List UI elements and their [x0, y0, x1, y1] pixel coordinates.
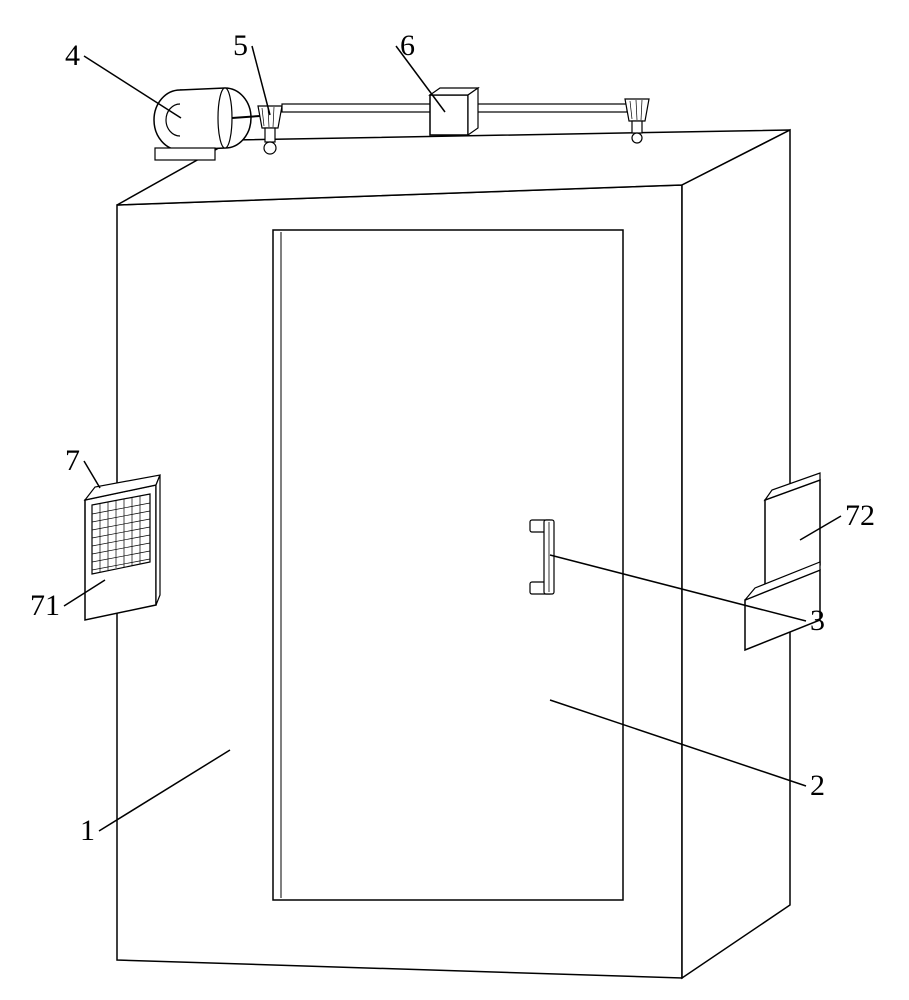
label-4: 4: [65, 39, 80, 72]
label-1: 1: [80, 814, 95, 847]
leader-5: [252, 46, 270, 115]
cabinet-door: [273, 230, 623, 900]
label-72: 72: [845, 499, 875, 532]
label-2: 2: [810, 769, 825, 802]
label-7: 7: [65, 444, 80, 477]
label-6: 6: [400, 29, 415, 62]
bearing-block: [430, 88, 478, 135]
label-71: 71: [30, 589, 60, 622]
vent-box-left: [85, 475, 160, 620]
leader-7: [84, 461, 100, 488]
label-3: 3: [810, 604, 825, 637]
label-5: 5: [233, 29, 248, 62]
leader-4: [84, 56, 181, 118]
